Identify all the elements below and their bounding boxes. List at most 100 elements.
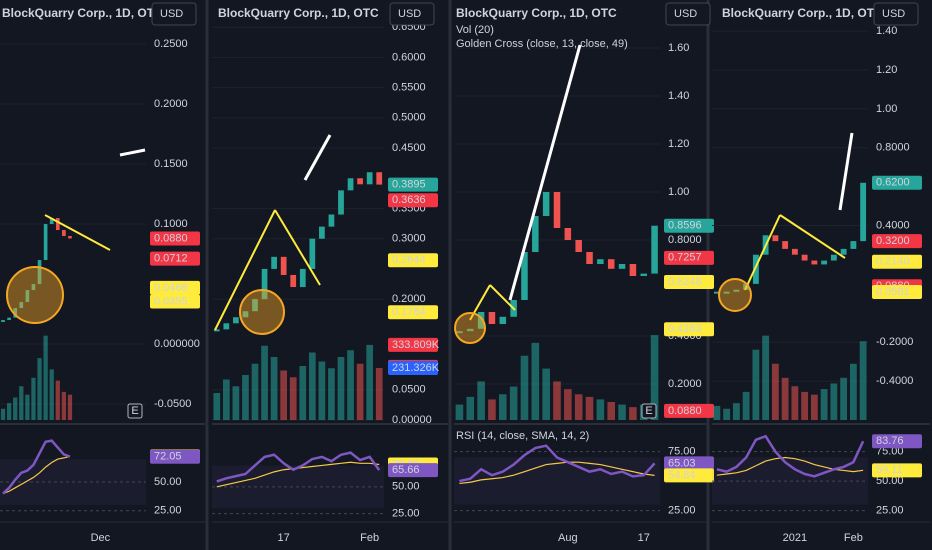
y-tick-label: 0.5000 [392, 112, 426, 124]
volume-bar [289, 377, 297, 420]
y-tick-label: 0.2000 [154, 98, 188, 110]
candle [19, 302, 24, 309]
x-tick-label: Feb [360, 532, 379, 544]
trend-drawing [44, 214, 111, 251]
arrow-drawing [119, 148, 146, 157]
currency-label: USD [160, 8, 183, 20]
cross-marker [718, 278, 752, 312]
candle [811, 260, 818, 265]
volume-bar [553, 381, 561, 420]
price-badge-label: 0.0355 [154, 295, 188, 307]
candle [242, 311, 249, 318]
price-badge [664, 275, 714, 290]
candle [629, 264, 637, 276]
volume-bar [618, 404, 626, 420]
price-badge-label: 0.0468 [154, 282, 188, 294]
candle [338, 190, 344, 215]
arrow-drawing [303, 134, 332, 181]
currency-button[interactable] [665, 2, 711, 26]
rsi-sma-line [459, 461, 655, 485]
candle [309, 238, 316, 269]
price-badge [664, 218, 714, 233]
candle [252, 299, 258, 312]
volume-bar [820, 389, 828, 420]
volume-bar [713, 405, 721, 420]
volume-bar [19, 386, 24, 420]
volume-bar [849, 363, 857, 420]
volume-bar [542, 368, 550, 420]
event-label: E [131, 405, 138, 417]
volume-bar [810, 394, 818, 420]
trend-drawing [489, 284, 516, 311]
price-badge [872, 285, 922, 300]
candle [1, 320, 5, 323]
volume-badge [388, 337, 438, 352]
volume-bar [49, 369, 54, 420]
y-tick-label: 0.2500 [154, 38, 188, 50]
currency-button[interactable] [873, 2, 919, 26]
candle [43, 224, 48, 261]
x-tick-label: 2021 [783, 532, 807, 544]
rsi-tick-label: 50.00 [154, 476, 182, 488]
candle [467, 328, 474, 332]
candle [791, 248, 798, 255]
candle [49, 218, 54, 225]
volume-bar [251, 363, 259, 420]
volume-bar [261, 345, 268, 420]
candle [521, 252, 528, 300]
y-tick-label: 1.20 [876, 64, 897, 76]
candle [597, 259, 604, 264]
candle [366, 172, 373, 185]
volume-bar [762, 335, 770, 420]
price-badge [664, 250, 714, 265]
candle [328, 214, 335, 227]
price-badge-label: 0.3200 [876, 235, 910, 247]
legend-text: Vol (20) [456, 24, 494, 36]
rsi-line [459, 444, 656, 483]
price-badge [388, 253, 438, 268]
arrow-drawing [838, 132, 854, 211]
candle [640, 273, 647, 276]
candle [31, 284, 36, 291]
candle [357, 178, 363, 185]
y-tick-label: 0.2000 [668, 378, 702, 390]
volume-bar [466, 396, 475, 420]
volume-bar [270, 357, 278, 420]
rsi-title: RSI (14, close, SMA, 14, 2) [456, 430, 589, 442]
candle [542, 192, 550, 216]
y-tick-label: -0.0500 [154, 398, 191, 410]
currency-button[interactable] [389, 2, 435, 26]
volume-bar [742, 391, 750, 420]
rsi-badge-label: 54.84 [668, 469, 696, 481]
x-tick-label: Feb [844, 532, 863, 544]
price-badge [150, 280, 200, 295]
currency-button[interactable] [151, 2, 197, 26]
candle [290, 274, 297, 288]
candle [280, 256, 287, 275]
volume-bar [232, 386, 240, 420]
chart-title: BlockQuarry Corp., 1D, OTC [456, 6, 617, 20]
y-tick-label: 1.40 [668, 90, 689, 102]
price-badge-label: 0.8596 [668, 220, 702, 232]
rsi-badge [872, 463, 922, 478]
volume-bar [318, 361, 326, 420]
event-label: E [645, 405, 652, 417]
x-tick-label: 17 [638, 532, 650, 544]
volume-bar [213, 393, 221, 420]
price-badge-label: 0.6248 [668, 276, 702, 288]
volume-bar [242, 375, 249, 420]
price-badge [872, 254, 922, 269]
rsi-badge [388, 463, 438, 478]
y-tick-label: 0.4500 [392, 142, 426, 154]
cross-marker [6, 266, 64, 324]
y-tick-label: 0.8000 [876, 142, 910, 154]
rsi-line [716, 434, 865, 478]
rsi-tick-label: 50.00 [876, 475, 904, 487]
price-badge-label: 0.4283 [668, 323, 702, 335]
price-badge [872, 175, 922, 190]
volume-bar [356, 363, 364, 420]
y-tick-label: 0.2000 [392, 293, 426, 305]
volume-bar [308, 352, 316, 420]
